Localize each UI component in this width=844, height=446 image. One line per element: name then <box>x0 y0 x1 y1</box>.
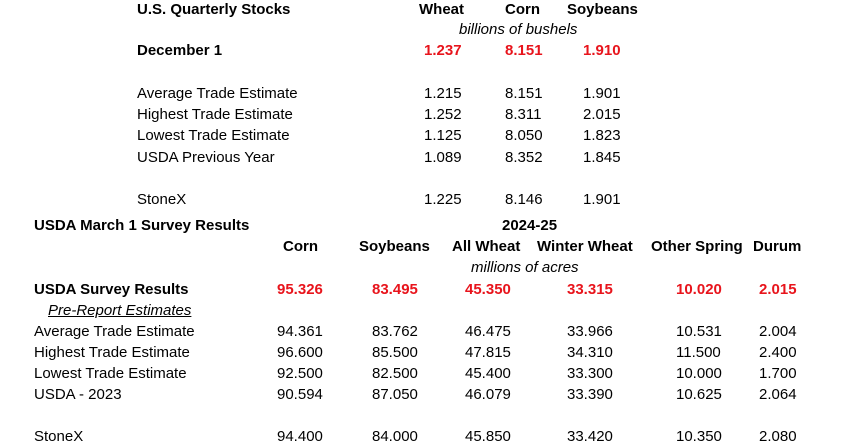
stocks-cell: 1.823 <box>583 127 621 144</box>
survey-header-all-wheat: All Wheat <box>452 238 521 255</box>
stocks-stonex-wheat: 1.225 <box>424 191 462 208</box>
stocks-highlight-soybeans: 1.910 <box>583 42 621 59</box>
stocks-cell: 8.352 <box>505 149 543 166</box>
survey-cell: 34.310 <box>567 344 613 361</box>
stocks-cell: 1.125 <box>424 127 462 144</box>
survey-cell: 33.300 <box>567 365 613 382</box>
stocks-row-label: USDA Previous Year <box>137 149 275 166</box>
survey-cell: 33.390 <box>567 386 613 403</box>
survey-cell: 10.531 <box>676 323 722 340</box>
survey-year: 2024-25 <box>502 217 558 234</box>
survey-stonex-other-spring: 10.350 <box>676 428 722 445</box>
survey-row-label: USDA - 2023 <box>34 386 122 403</box>
survey-highlight-other-spring: 10.020 <box>676 281 722 298</box>
survey-cell: 96.600 <box>277 344 323 361</box>
stocks-cell: 1.215 <box>424 85 462 102</box>
survey-cell: 87.050 <box>372 386 418 403</box>
survey-cell: 10.625 <box>676 386 722 403</box>
stocks-cell: 8.311 <box>505 106 542 123</box>
stocks-cell: 1.089 <box>424 149 462 166</box>
survey-cell: 33.966 <box>567 323 613 340</box>
stocks-highlight-wheat: 1.237 <box>424 42 462 59</box>
survey-stonex-durum: 2.080 <box>759 428 797 445</box>
survey-row-label: Lowest Trade Estimate <box>34 365 187 382</box>
stocks-title: U.S. Quarterly Stocks <box>137 1 291 18</box>
survey-cell: 85.500 <box>372 344 418 361</box>
survey-stonex-label: StoneX <box>34 428 84 445</box>
survey-cell: 90.594 <box>277 386 323 403</box>
survey-cell: 46.475 <box>465 323 511 340</box>
survey-cell: 94.361 <box>277 323 323 340</box>
stocks-header-corn: Corn <box>505 1 540 18</box>
survey-highlight-corn: 95.326 <box>277 281 323 298</box>
survey-stonex-corn: 94.400 <box>277 428 323 445</box>
stocks-cell: 1.252 <box>424 106 462 123</box>
stocks-stonex-label: StoneX <box>137 191 187 208</box>
stocks-highlight-label: December 1 <box>137 42 223 59</box>
stocks-cell: 8.050 <box>505 127 543 144</box>
survey-header-other-spring: Other Spring <box>651 238 743 255</box>
survey-highlight-durum: 2.015 <box>759 281 797 298</box>
stocks-highlight-corn: 8.151 <box>505 42 543 59</box>
pre-report-label: Pre-Report Estimates <box>48 302 192 319</box>
stocks-row-label: Lowest Trade Estimate <box>137 127 290 144</box>
stocks-row-label: Highest Trade Estimate <box>137 106 293 123</box>
survey-header-soybeans: Soybeans <box>359 238 430 255</box>
survey-cell: 11.500 <box>676 344 721 361</box>
survey-cell: 1.700 <box>759 365 797 382</box>
survey-stonex-soybeans: 84.000 <box>372 428 418 445</box>
survey-cell: 10.000 <box>676 365 722 382</box>
survey-cell: 47.815 <box>465 344 511 361</box>
survey-highlight-all-wheat: 45.350 <box>465 281 511 298</box>
survey-stonex-winter-wheat: 33.420 <box>567 428 613 445</box>
survey-row-label: Highest Trade Estimate <box>34 344 190 361</box>
stocks-cell: 2.015 <box>583 106 621 123</box>
survey-cell: 45.400 <box>465 365 511 382</box>
survey-stonex-all-wheat: 45.850 <box>465 428 511 445</box>
stocks-stonex-soybeans: 1.901 <box>583 191 621 208</box>
stocks-header-wheat: Wheat <box>419 1 464 18</box>
survey-highlight-winter-wheat: 33.315 <box>567 281 613 298</box>
stocks-cell: 8.151 <box>505 85 543 102</box>
stocks-header-soybeans: Soybeans <box>567 1 638 18</box>
survey-header-corn: Corn <box>283 238 318 255</box>
survey-cell: 2.064 <box>759 386 797 403</box>
survey-cell: 83.762 <box>372 323 418 340</box>
stocks-unit: billions of bushels <box>459 21 578 38</box>
survey-cell: 82.500 <box>372 365 418 382</box>
stocks-cell: 1.845 <box>583 149 621 166</box>
survey-header-winter-wheat: Winter Wheat <box>537 238 633 255</box>
survey-cell: 46.079 <box>465 386 511 403</box>
survey-row-label: Average Trade Estimate <box>34 323 195 340</box>
survey-unit: millions of acres <box>471 259 579 276</box>
stocks-stonex-corn: 8.146 <box>505 191 543 208</box>
survey-cell: 2.400 <box>759 344 797 361</box>
survey-highlight-soybeans: 83.495 <box>372 281 418 298</box>
stocks-cell: 1.901 <box>583 85 621 102</box>
survey-header-durum: Durum <box>753 238 802 255</box>
survey-cell: 2.004 <box>759 323 797 340</box>
stocks-row-label: Average Trade Estimate <box>137 85 298 102</box>
survey-title: USDA March 1 Survey Results <box>34 217 250 234</box>
survey-highlight-label: USDA Survey Results <box>34 281 189 298</box>
survey-cell: 92.500 <box>277 365 323 382</box>
